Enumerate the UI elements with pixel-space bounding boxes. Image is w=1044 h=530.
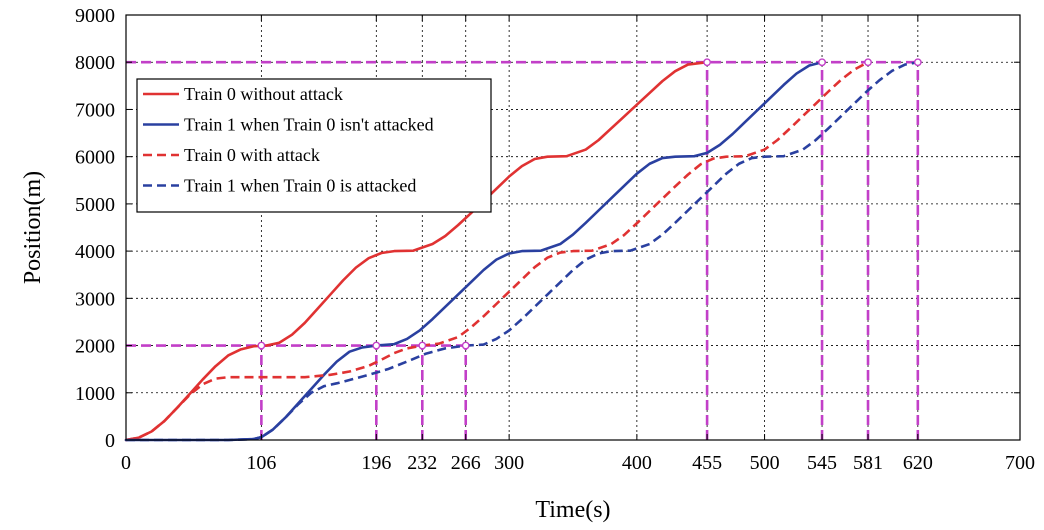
reference-marker [913,58,922,67]
reference-marker [372,341,381,350]
x-tick-label: 400 [622,452,652,474]
legend-label-3: Train 1 when Train 0 is attacked [184,176,416,196]
y-tick-label: 5000 [75,194,115,216]
reference-markers [257,58,922,350]
x-tick-label: 700 [1005,452,1035,474]
y-tick-label: 3000 [75,288,115,310]
x-tick-label: 300 [494,452,524,474]
x-axis-label: Time(s) [535,497,610,523]
x-tick-label: 266 [451,452,481,474]
axis-ticks: 0 106 196 232 266 300 400 455 500 545 581 620 700010… [75,5,1035,474]
y-tick-label: 0 [105,430,115,452]
y-tick-label: 2000 [75,336,115,358]
y-tick-label: 7000 [75,99,115,121]
y-tick-label: 6000 [75,147,115,169]
x-tick-label: 545 [807,452,837,474]
x-tick-label: 106 [246,452,276,474]
x-tick-label: 232 [407,452,437,474]
reference-marker [818,58,826,67]
y-tick-label: 4000 [75,241,115,263]
reference-marker [418,341,427,350]
series-line-3 [126,60,919,442]
y-tick-label: 9000 [75,5,115,27]
y-axis-label: Position(m) [20,171,46,284]
series-lines [124,60,919,442]
legend: Train 0 without attack Train 1 when Train… [136,78,492,213]
series-line-0 [124,60,709,442]
x-tick-label: 620 [903,452,933,474]
legend-label-0: Train 0 without attack [184,84,343,104]
legend-label-1: Train 1 when Train 0 isn't attacked [184,115,434,135]
series-line-2 [125,61,869,442]
plot-area-frame [125,14,1021,441]
x-tick-label: 0 [121,452,131,474]
x-tick-label: 196 [361,452,391,474]
x-tick-label: 500 [750,452,780,474]
reference-lines [126,60,920,440]
reference-marker [257,341,266,350]
series-line-1 [124,60,824,442]
y-tick-label: 1000 [75,383,115,405]
reference-marker [864,58,872,67]
legend-label-2: Train 0 with attack [184,145,320,165]
x-tick-label: 455 [692,452,722,474]
reference-marker [703,58,711,67]
legend-box [136,78,492,213]
y-tick-label: 8000 [75,52,115,74]
reference-marker [461,341,470,350]
x-tick-label: 581 [853,452,883,474]
